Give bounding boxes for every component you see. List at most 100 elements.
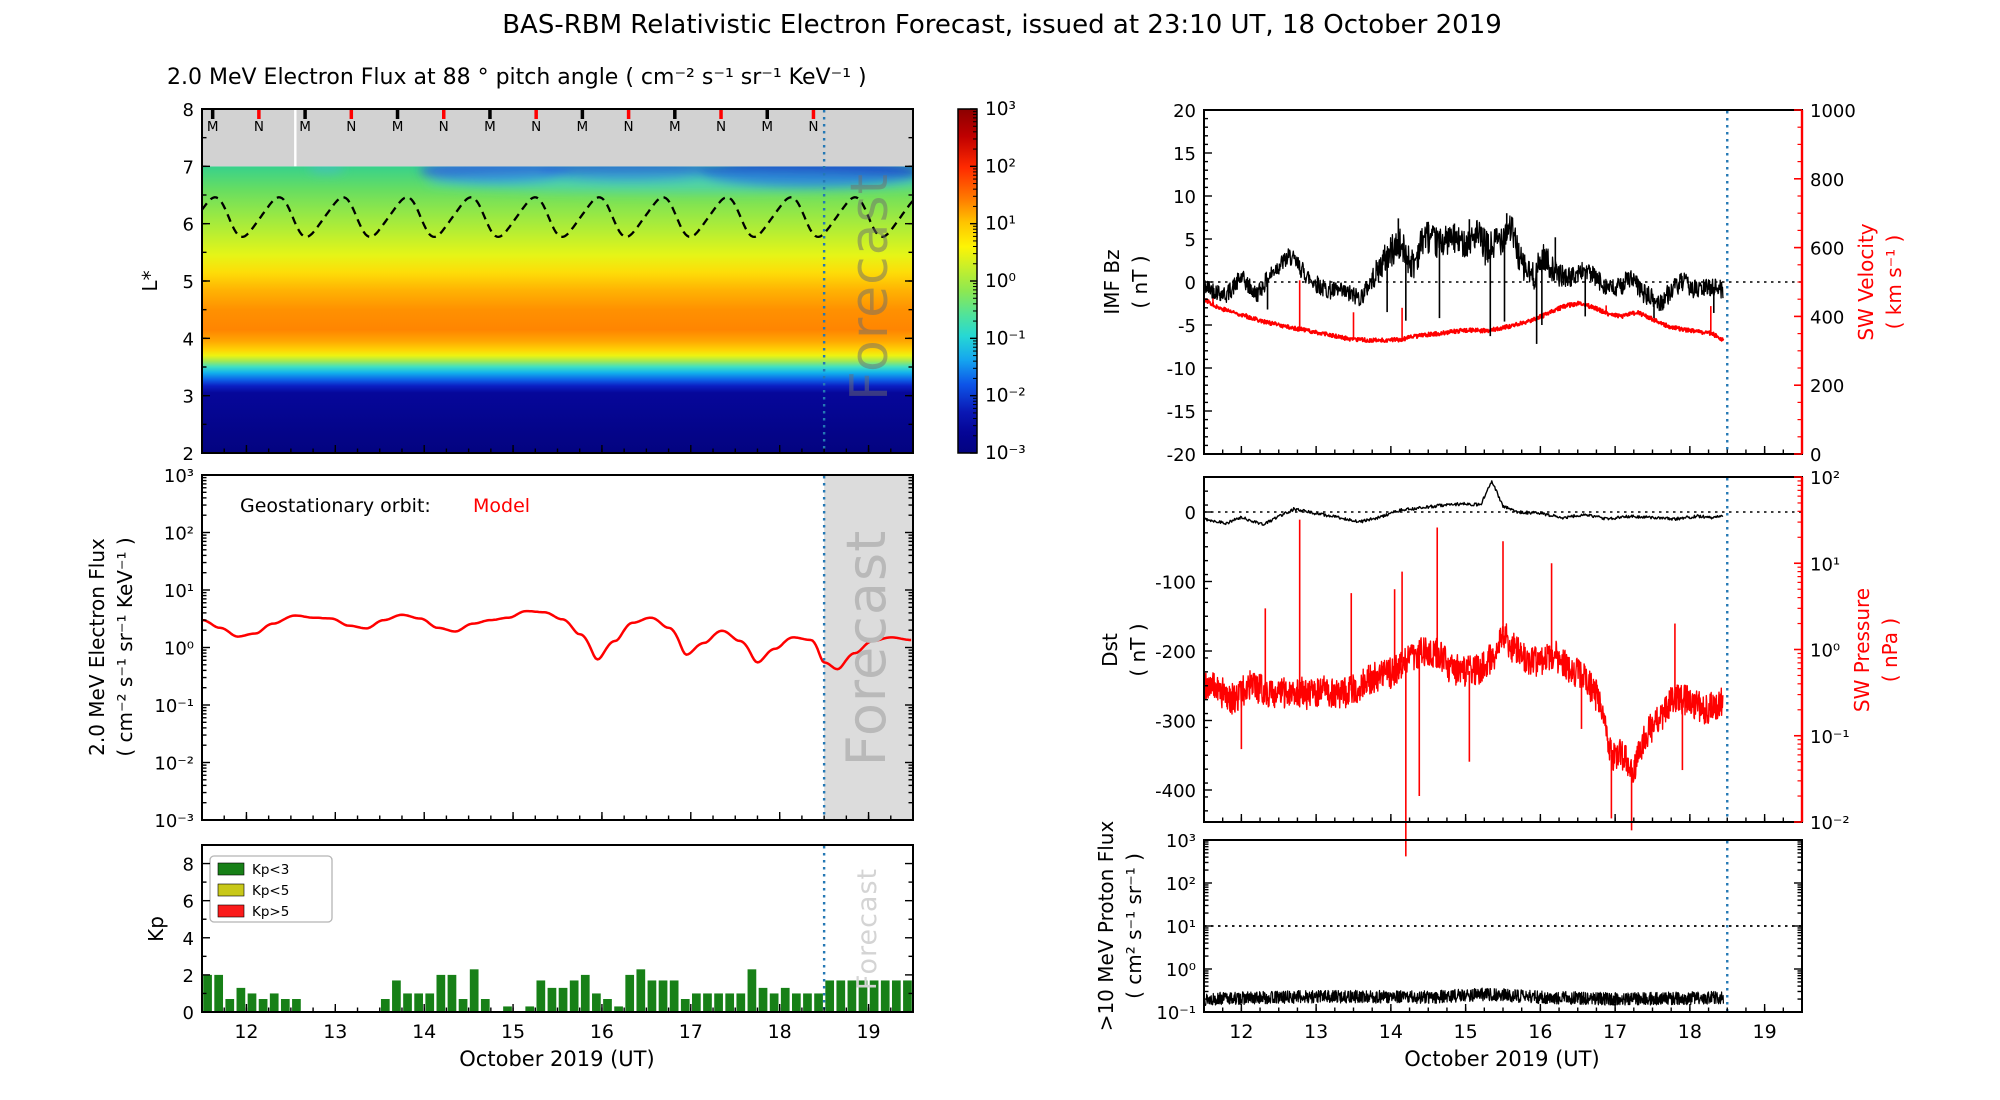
sw-velocity-axis-label-line1: SW Velocity [1854,223,1878,340]
kp-bar [258,999,268,1012]
tick-label: -10 [1167,359,1196,380]
tick-label: 3 [183,387,194,408]
kp-bar [636,969,646,1012]
kp-bar [225,999,235,1012]
kp-bar [825,980,835,1012]
kp-bar [480,999,490,1012]
colorbar-tick-label: 10⁻² [985,386,1026,407]
tick-label: 10² [1166,874,1196,895]
tick-label: -100 [1155,573,1196,594]
colorbar-tick-label: 10² [985,156,1016,177]
kp-bar [603,999,612,1012]
kp-bar [736,993,746,1012]
tick-label: 5 [1185,230,1196,251]
tick-label: 400 [1810,307,1844,328]
kp-bar [547,987,557,1012]
tick-label: 8 [183,100,194,121]
tick-label: 14 [412,1021,436,1043]
kp-bar [680,999,690,1012]
legend-swatch-Kp<3 [217,862,245,876]
spectrogram-title: 2.0 MeV Electron Flux at 88 ° pitch angl… [167,65,867,90]
tick-label: 14 [1379,1021,1403,1043]
kp-bar [425,993,435,1012]
kp-bar [758,987,768,1012]
tick-label: -15 [1167,402,1196,423]
kp-bar [280,999,290,1012]
tick-label: 17 [1603,1021,1627,1043]
kp-bar [891,980,901,1012]
legend-label-kp-lt5: Kp<5 [252,883,289,899]
tick-label: 8 [183,855,194,876]
imf-bz-line [1203,215,1724,312]
sw-velocity-axis-label-line2: ( km s⁻¹ ) [1882,235,1906,330]
sw-pressure-axis-label-line1: SW Pressure [1850,588,1874,712]
tick-label: 10⁻¹ [1810,727,1850,748]
plot-graphics-layer: M N M N M N M N M N M N M N 10³ 10² 10¹ 10⁰ 10⁻¹ 10⁻² 10⁻³ 12… [154,99,1855,1043]
kp-bar [469,969,479,1012]
satellite-pass-label: M [299,119,311,135]
satellite-pass-label: M [577,119,589,135]
tick-label: 10⁻¹ [1156,1003,1196,1024]
tick-label: -5 [1178,316,1196,337]
imf-bz-axis-label-line1: IMF Bz [1100,249,1124,314]
geostationary-annotation: Geostationary orbit: [240,495,431,517]
kp-bar [869,980,879,1012]
kp-bar [458,999,468,1012]
kp-bar [703,993,712,1012]
kp-bar [214,974,224,1012]
tick-label: 10⁻³ [154,811,194,832]
tick-label: 10⁻¹ [154,696,194,717]
kp-bar [858,980,868,1012]
panel-border [1203,476,1803,823]
tick-label: 7 [183,157,194,178]
satellite-pass-label: M [484,119,496,135]
tick-label: 4 [183,329,194,350]
tick-label: 10⁻² [154,754,194,775]
kp-bar [803,993,812,1012]
satellite-pass-label: N [439,119,449,135]
tick-label: 16 [590,1021,614,1043]
kp-bar [247,993,257,1012]
sw-pressure-line [1203,623,1724,783]
tick-label: 10² [1810,468,1840,489]
legend-swatch-Kp>5 [217,904,245,918]
spectrogram-gray-band [202,109,913,167]
kp-bar [403,993,412,1012]
tick-label: 10¹ [1166,917,1196,938]
dst-axis-label-line2: ( nT ) [1126,623,1150,676]
xaxis-label-left: October 2019 (UT) [459,1047,654,1071]
satellite-pass-label: N [254,119,264,135]
forecast-watermark-kp: Forecast [852,868,883,990]
satellite-pass-label: M [761,119,773,135]
tick-label: -20 [1167,445,1196,466]
colorbar-tick-label: 10³ [985,99,1016,120]
forecast-shaded-region [824,475,913,820]
kp-bar [503,1006,512,1012]
tick-label: 19 [1753,1021,1777,1043]
tick-label: 4 [183,929,194,950]
proton-flux-band [1203,987,1724,1007]
kp-bar [903,980,912,1012]
tick-label: 0 [1185,273,1196,294]
kp-bar [625,974,635,1012]
kp-bar [447,974,457,1012]
colorbar-tick-label: 10⁰ [985,271,1016,292]
tick-label: 0 [183,1003,194,1024]
kp-bar [292,999,301,1012]
flux-axis-label-line1: 2.0 MeV Electron Flux [85,538,109,756]
kp-bar [791,993,801,1012]
tick-label: 10⁻² [1810,813,1850,834]
tick-label: 800 [1810,170,1844,191]
imf-bz-axis-label-line2: ( nT ) [1128,255,1152,308]
kp-bar [836,980,846,1012]
tick-label: 600 [1810,239,1844,260]
kp-bar [647,980,657,1012]
kp-bar [814,993,823,1012]
kp-bar [580,974,590,1012]
satellite-pass-label: N [808,119,818,135]
tick-label: 10 [1173,187,1196,208]
tick-label: 200 [1810,376,1844,397]
tick-label: 10³ [1166,831,1196,852]
kp-bar [392,980,401,1012]
kp-bar [236,987,246,1012]
